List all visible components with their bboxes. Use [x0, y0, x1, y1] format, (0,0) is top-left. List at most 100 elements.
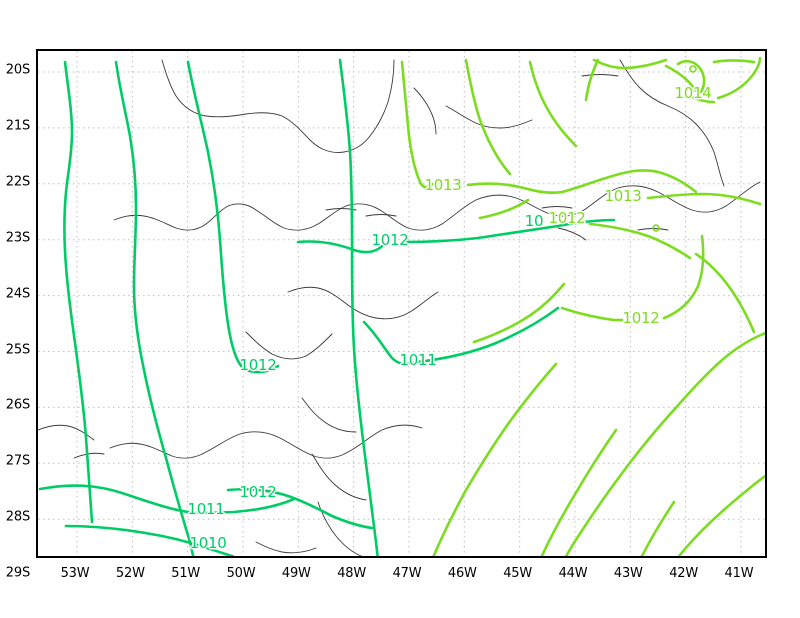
coastline-path: [445, 105, 501, 129]
coastline-path: [369, 59, 395, 137]
x-axis-tick-label: 46W: [447, 566, 477, 581]
coastline-path: [255, 203, 443, 231]
coastline-path: [161, 59, 371, 153]
contour-line-1012: [588, 222, 692, 260]
contour-label: 1014: [674, 84, 712, 102]
x-axis-tick-label: 53W: [60, 566, 90, 581]
contour-line-1012: [560, 306, 624, 322]
contour-line-1012: [432, 362, 558, 556]
contour-label: 10: [524, 212, 544, 230]
coastline-path: [413, 87, 437, 135]
contour-label: 1012: [239, 483, 277, 501]
x-axis-tick-label: 47W: [392, 566, 422, 581]
y-axis-tick-label: 29S: [5, 565, 30, 581]
coastline-path: [317, 501, 363, 556]
contour-line-1012: [402, 218, 616, 244]
coastline-path: [205, 431, 349, 459]
coastline-path: [325, 208, 357, 211]
x-axis-tick-label: 43W: [613, 566, 643, 581]
coastline-path: [713, 151, 725, 187]
y-axis-tick-label: 22S: [5, 174, 30, 190]
y-axis-tick-label: 27S: [5, 453, 30, 469]
coastline-path: [541, 206, 573, 209]
x-axis-tick-label: 44W: [558, 566, 588, 581]
y-axis-tick-label: 24S: [5, 286, 30, 302]
coastline-path: [667, 105, 715, 153]
contour-line-1012: [114, 60, 195, 556]
contour-label: 1011: [399, 351, 437, 369]
x-axis-tick-label: 52W: [115, 566, 145, 581]
contour-line-1013: [646, 192, 762, 206]
contour-line-1011: [362, 306, 560, 366]
contour-line-1011: [472, 282, 566, 344]
y-axis-tick-label: 28S: [5, 509, 30, 525]
contour-line-1014: [688, 94, 716, 104]
coastline-path: [305, 333, 333, 357]
coastline-path: [109, 442, 207, 459]
contour-line-1012: [662, 234, 705, 320]
contour-label: 1012: [548, 209, 586, 227]
coastline-path: [347, 424, 423, 453]
coastline-path: [113, 203, 257, 231]
x-axis-tick-label: 41W: [724, 566, 754, 581]
coastline-path: [287, 286, 377, 319]
y-axis-tick-label: 20S: [5, 62, 30, 78]
contour-line-1013: [677, 474, 765, 556]
y-axis-tick-label: 23S: [5, 230, 30, 246]
contour-line-1012: [464, 58, 512, 176]
coastline-path: [365, 214, 397, 217]
x-axis-tick-label: 50W: [226, 566, 256, 581]
contour-line-1014: [712, 59, 756, 64]
x-axis-tick-label: 51W: [171, 566, 201, 581]
coastline-path: [581, 74, 619, 77]
contour-line-1012: [63, 60, 94, 524]
contour-line-1012: [540, 428, 618, 556]
coastline-path: [311, 453, 367, 501]
contour-lines: [38, 56, 765, 556]
coastline-path: [73, 452, 105, 459]
x-axis-tick-label: 49W: [281, 566, 311, 581]
contour-line-1014: [592, 58, 668, 70]
contour-line-1012: [528, 60, 578, 148]
contour-map-svg: [38, 51, 765, 556]
coastline-path: [441, 185, 727, 225]
x-axis-tick-label: 45W: [503, 566, 533, 581]
coastline-path: [557, 227, 587, 241]
x-axis-tick-label: 48W: [337, 566, 367, 581]
contour-line-1013: [400, 60, 434, 189]
coastline-path: [725, 181, 761, 207]
contour-line-1013: [694, 252, 756, 334]
contour-line-1013: [564, 331, 765, 556]
contour-line-1012: [584, 58, 600, 102]
contour-label: 1010: [189, 534, 227, 552]
y-axis-tick-label: 21S: [5, 118, 30, 134]
contour-label: 1012: [239, 356, 277, 374]
contour-line-1012: [338, 58, 379, 556]
coastlines: [38, 59, 761, 556]
coastline-path: [499, 119, 533, 129]
contour-label: 1013: [424, 176, 462, 194]
contour-line-1013: [640, 500, 676, 556]
contour-line-1013: [478, 198, 530, 220]
contour-line-1012: [296, 240, 384, 254]
contour-line-1014: [664, 59, 706, 95]
contour-line-1011: [38, 484, 296, 515]
x-axis-tick-label: 42W: [669, 566, 699, 581]
contour-line-1010: [64, 524, 235, 556]
coastline-path: [375, 291, 439, 320]
contour-label: 1011: [187, 500, 225, 518]
coastline-path: [245, 331, 307, 360]
map-marker: [689, 65, 697, 73]
contour-line-1012: [226, 487, 374, 530]
map-marker: [652, 224, 660, 232]
coastline-path: [301, 397, 357, 433]
contour-line-1014: [716, 56, 762, 100]
contour-label: 1012: [622, 309, 660, 327]
contour-line-1012: [186, 60, 280, 374]
y-axis-tick-label: 25S: [5, 342, 30, 357]
coastline-path: [255, 541, 317, 554]
contour-label: 1012: [371, 231, 409, 249]
gridlines: [38, 51, 765, 556]
contour-line-1013: [466, 169, 698, 195]
